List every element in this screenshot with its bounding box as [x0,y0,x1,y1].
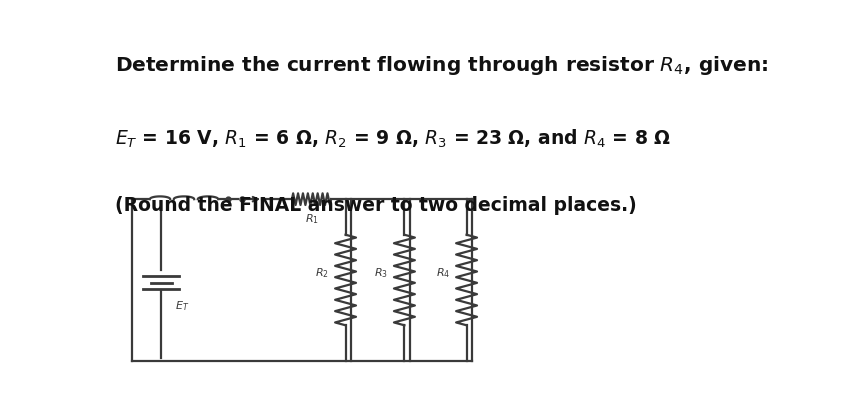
Text: $R_4$: $R_4$ [436,267,450,281]
Text: $E_T$: $E_T$ [176,299,190,313]
Text: $R_2$: $R_2$ [316,267,329,281]
Text: $R_3$: $R_3$ [374,267,388,281]
Text: (Round the FINAL answer to two decimal places.): (Round the FINAL answer to two decimal p… [116,196,637,215]
Text: Determine the current flowing through resistor $R_4$, given:: Determine the current flowing through re… [116,54,769,76]
Text: $E_T$ = 16 V, $R_1$ = 6 Ω, $R_2$ = 9 Ω, $R_3$ = 23 Ω, and $R_4$ = 8 Ω: $E_T$ = 16 V, $R_1$ = 6 Ω, $R_2$ = 9 Ω, … [116,128,672,150]
Text: $R_1$: $R_1$ [305,212,318,226]
